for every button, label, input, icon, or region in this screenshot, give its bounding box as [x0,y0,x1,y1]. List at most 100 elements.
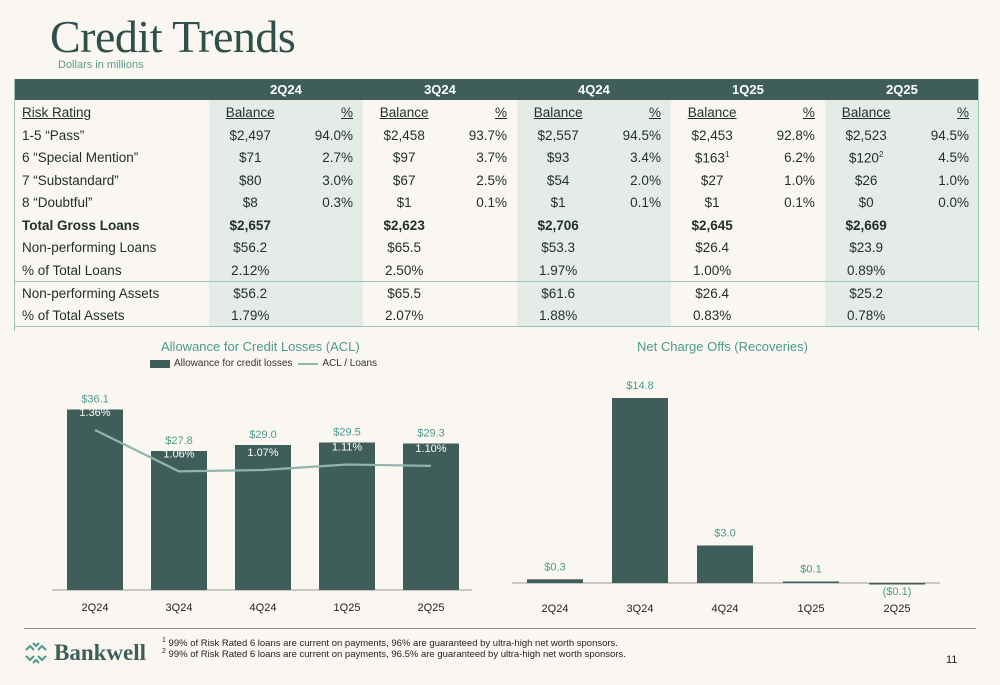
acl-bar-label: $36.1 [81,394,109,406]
balance-cell: 1.88% [516,304,600,327]
balance-value: $2,706 [537,217,579,233]
balance-cell: $27 [671,169,753,192]
quarter-header: 2Q24 [209,79,363,100]
percent-cell: 93.7% [468,127,507,143]
balance-cell: $26.4 [671,237,753,260]
balance-cell: 0.83% [671,304,753,327]
balance-value: $80 [238,172,262,188]
balance-value: 1.79% [231,307,270,323]
table-row: 1-5 “Pass” $2,497 94.0% $2,458 93.7% $2,557 94… [14,124,979,147]
balance-value: $53.3 [541,240,576,256]
table-row: 8 “Doubtful” $8 0.3% $1 0.1% $1 0.1% $1 0.1% $0 0.… [14,191,979,215]
page-subtitle: Dollars in millions [58,59,144,71]
percent-cell [907,259,979,282]
balance-value: $25.2 [849,285,884,301]
balance-value: 1.97% [539,262,578,278]
percent-cell [907,304,979,327]
balance-cell: 2.12% [209,259,292,282]
acl-ratio-label: 1.07% [247,447,278,459]
balance-cell: $67 [363,169,445,192]
percent-cell: 94.5% [599,124,671,147]
x-tick-label: 3Q24 [166,602,193,614]
balance-value: $163 [694,150,725,166]
footnote-2: 2 99% of Risk Rated 6 loans are current … [162,648,626,660]
acl-ratio-label: 1.36% [79,407,110,419]
balance-value: $97 [392,150,416,166]
balance-cell: $26 [824,169,908,192]
balance-value: $2,497 [229,127,271,143]
table-row: 7 “Substandard” $80 3.0% $67 2.5% $54 2.0% $27 1… [14,169,979,192]
balance-cell: $1 [671,192,753,215]
percent-cell [291,304,363,327]
subheader-row: Risk Rating Balance% Balance% Balance% Balan… [14,100,979,124]
balance-value: $2,523 [845,127,887,143]
balance-cell: $80 [209,169,292,192]
balance-cell: $56.2 [209,281,292,304]
percent-cell: 0.1% [784,195,815,211]
balance-cell: $2,669 [824,214,908,237]
nco-bar-label: $0.3 [544,561,565,573]
row-label: Total Gross Loans [22,217,140,233]
x-tick-label: 3Q24 [627,603,654,615]
percent-cell: 0.1% [599,191,671,214]
footnote-2-marker: 2 [162,648,166,655]
risk-rating-header: Risk Rating [22,104,92,120]
percent-cell: 4.5% [907,146,979,169]
balance-value: $8 [242,195,258,211]
row-label: % of Total Loans [22,262,122,278]
balance-cell: 0.78% [824,304,908,327]
percent-cell: 3.0% [291,169,363,192]
balance-cell: $2,458 [363,124,445,147]
balance-cell: $93 [516,146,600,169]
footnote-1-text: 99% of Risk Rated 6 loans are current on… [165,638,618,650]
balance-value: $65.5 [387,240,422,256]
balance-cell: 0.89% [824,259,908,282]
balance-value: $23.9 [849,240,884,256]
percent-cell [291,214,363,237]
balance-cell: $2,557 [516,124,600,147]
acl-chart-title: Allowance for Credit Losses (ACL) [161,339,360,354]
row-label: Non-performing Loans [22,240,157,256]
balance-value: $2,458 [383,127,425,143]
balance-value: $120 [848,150,879,166]
percent-cell [907,236,979,259]
percent-header: % [599,100,671,124]
footnote-1: 1 99% of Risk Rated 6 loans are current … [162,637,618,649]
acl-bar [403,443,459,590]
balance-value: $2,557 [537,127,579,143]
balance-cell: 1.00% [671,259,753,282]
balance-value: $2,453 [691,127,733,143]
acl-bar [151,451,207,590]
percent-cell: 3.4% [599,146,671,169]
footnote-2-text: 99% of Risk Rated 6 loans are current on… [165,649,626,661]
table-row: Total Gross Loans $2,657 $2,623 $2,706 $2,64… [14,214,979,237]
balance-cell: $61.6 [516,281,600,304]
x-tick-label: 4Q24 [712,603,739,615]
legend-line-label: ACL / Loans [322,358,378,369]
balance-value: $26.4 [695,240,730,256]
acl-bar [319,442,375,590]
table-row: Non-performing Assets $56.2 $65.5 $61.6 $26.… [14,281,979,304]
balance-header: Balance [379,104,429,120]
balance-cell: $2,497 [209,124,292,147]
percent-cell: 2.5% [476,172,507,188]
balance-cell: 1.97% [516,259,600,282]
percent-cell: 92.8% [776,127,815,143]
percent-cell: 0.0% [907,191,979,214]
balance-value: $54 [546,172,570,188]
percent-header: % [802,104,815,120]
percent-cell [599,259,671,282]
percent-cell [445,304,517,327]
acl-ratio-label: 1.11% [332,441,363,453]
x-tick-label: 2Q24 [542,603,569,615]
percent-cell [599,304,671,327]
credit-table: 2Q24 3Q24 4Q24 1Q25 2Q25 Risk Rating Bala… [14,79,979,327]
balance-cell: $71 [209,146,292,169]
balance-cell: $2,645 [671,214,753,237]
row-label: 8 “Doubtful” [22,195,93,211]
percent-cell [753,259,825,282]
balance-value: $56.2 [233,240,268,256]
quarter-header: 1Q25 [670,79,825,100]
balance-cell: 2.07% [363,304,445,327]
balance-cell: $1631 [671,147,753,170]
